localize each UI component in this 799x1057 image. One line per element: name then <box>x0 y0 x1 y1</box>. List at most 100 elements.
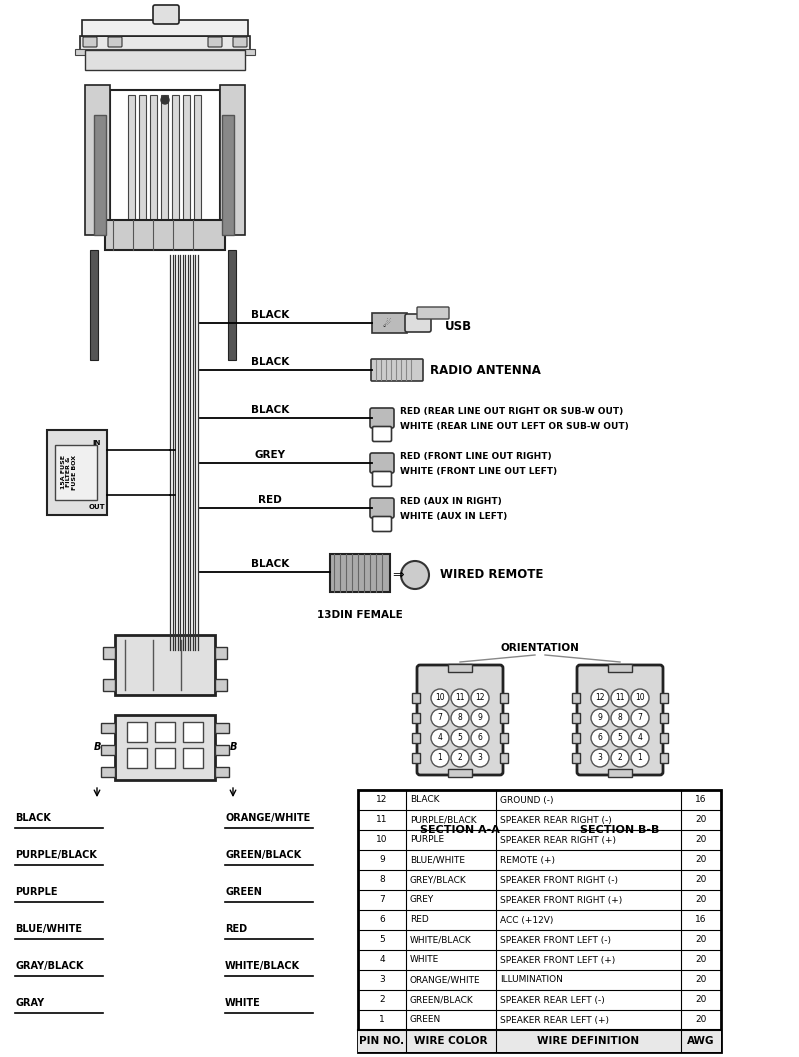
Bar <box>412 733 420 743</box>
Text: USB: USB <box>445 319 472 333</box>
Circle shape <box>451 689 469 707</box>
Text: WHITE (FRONT LINE OUT LEFT): WHITE (FRONT LINE OUT LEFT) <box>400 467 557 476</box>
Text: RED (AUX IN RIGHT): RED (AUX IN RIGHT) <box>400 497 502 506</box>
Circle shape <box>591 749 609 767</box>
Bar <box>55 445 97 500</box>
Text: SPEAKER FRONT RIGHT (+): SPEAKER FRONT RIGHT (+) <box>500 895 622 905</box>
Circle shape <box>471 729 489 747</box>
Bar <box>660 713 668 723</box>
Bar <box>183 95 190 225</box>
Text: SPEAKER FRONT RIGHT (-): SPEAKER FRONT RIGHT (-) <box>500 875 618 885</box>
Text: 16: 16 <box>695 915 707 925</box>
FancyBboxPatch shape <box>370 453 394 472</box>
Text: 4: 4 <box>638 734 642 742</box>
Text: 8: 8 <box>458 713 463 723</box>
Text: 12: 12 <box>475 693 485 703</box>
Text: 20: 20 <box>695 976 706 984</box>
Circle shape <box>611 729 629 747</box>
Circle shape <box>401 561 429 589</box>
Text: RED: RED <box>225 924 247 934</box>
Bar <box>215 767 229 777</box>
Bar <box>105 220 225 251</box>
FancyBboxPatch shape <box>153 5 179 24</box>
Text: GREEN/BLACK: GREEN/BLACK <box>410 996 474 1004</box>
Bar <box>161 95 168 225</box>
Bar <box>115 635 215 696</box>
Text: AWG: AWG <box>687 1036 715 1046</box>
FancyBboxPatch shape <box>233 37 247 47</box>
Text: 1: 1 <box>638 754 642 762</box>
Bar <box>358 1030 721 1052</box>
Bar <box>572 733 580 743</box>
FancyBboxPatch shape <box>405 314 431 332</box>
Circle shape <box>631 729 649 747</box>
Bar <box>608 769 632 777</box>
Text: 20: 20 <box>695 855 706 865</box>
Bar <box>80 36 250 52</box>
Bar <box>172 95 179 225</box>
Text: RED: RED <box>410 915 429 925</box>
Text: OUT: OUT <box>89 504 105 509</box>
Bar <box>85 85 110 235</box>
Text: SPEAKER FRONT LEFT (+): SPEAKER FRONT LEFT (+) <box>500 956 615 964</box>
Text: GREY: GREY <box>255 450 285 460</box>
Bar <box>220 85 245 235</box>
Text: 2: 2 <box>458 754 463 762</box>
Text: GREEN: GREEN <box>225 887 262 897</box>
Bar <box>75 49 255 55</box>
Bar <box>194 95 201 225</box>
Bar <box>101 767 115 777</box>
Bar <box>448 664 472 672</box>
Text: ORANGE/WHITE: ORANGE/WHITE <box>410 976 481 984</box>
Text: SECTION B-B: SECTION B-B <box>580 826 660 835</box>
Text: SPEAKER REAR RIGHT (+): SPEAKER REAR RIGHT (+) <box>500 835 616 845</box>
Circle shape <box>431 749 449 767</box>
Text: B: B <box>229 742 237 752</box>
Text: 6: 6 <box>478 734 483 742</box>
Text: WIRE DEFINITION: WIRE DEFINITION <box>538 1036 639 1046</box>
Text: 9: 9 <box>478 713 483 723</box>
FancyBboxPatch shape <box>83 37 97 47</box>
Text: BLACK: BLACK <box>251 310 289 320</box>
Bar <box>183 748 203 768</box>
Circle shape <box>161 96 169 104</box>
Text: RED: RED <box>258 495 282 505</box>
Text: 8: 8 <box>379 875 385 885</box>
Text: 4: 4 <box>380 956 385 964</box>
Bar <box>94 115 106 235</box>
Bar <box>155 748 175 768</box>
Text: 20: 20 <box>695 935 706 945</box>
Text: 13DIN FEMALE: 13DIN FEMALE <box>317 610 403 620</box>
Text: RED (FRONT LINE OUT RIGHT): RED (FRONT LINE OUT RIGHT) <box>400 452 551 461</box>
Text: 4: 4 <box>438 734 443 742</box>
Text: 20: 20 <box>695 835 706 845</box>
Text: 20: 20 <box>695 895 706 905</box>
Text: WHITE/BLACK: WHITE/BLACK <box>410 935 471 945</box>
Bar <box>139 95 146 225</box>
Text: 10: 10 <box>635 693 645 703</box>
Circle shape <box>471 749 489 767</box>
Text: PURPLE/BLACK: PURPLE/BLACK <box>410 816 477 824</box>
Bar <box>155 722 175 742</box>
Text: 9: 9 <box>379 855 385 865</box>
Bar <box>215 723 229 733</box>
Bar <box>372 313 407 333</box>
Bar <box>115 715 215 780</box>
Text: ORIENTATION: ORIENTATION <box>500 643 579 653</box>
Text: PURPLE/BLACK: PURPLE/BLACK <box>15 850 97 860</box>
Text: WHITE: WHITE <box>410 956 439 964</box>
FancyBboxPatch shape <box>372 427 392 442</box>
Circle shape <box>591 709 609 727</box>
Circle shape <box>611 689 629 707</box>
Bar <box>103 647 115 659</box>
Text: 20: 20 <box>695 956 706 964</box>
Circle shape <box>471 709 489 727</box>
Bar <box>128 95 135 225</box>
Text: 8: 8 <box>618 713 622 723</box>
Circle shape <box>611 709 629 727</box>
Bar <box>500 713 508 723</box>
Bar <box>215 679 227 691</box>
Text: WIRED REMOTE: WIRED REMOTE <box>440 569 543 581</box>
Text: BLACK: BLACK <box>251 559 289 569</box>
Bar <box>228 251 236 360</box>
